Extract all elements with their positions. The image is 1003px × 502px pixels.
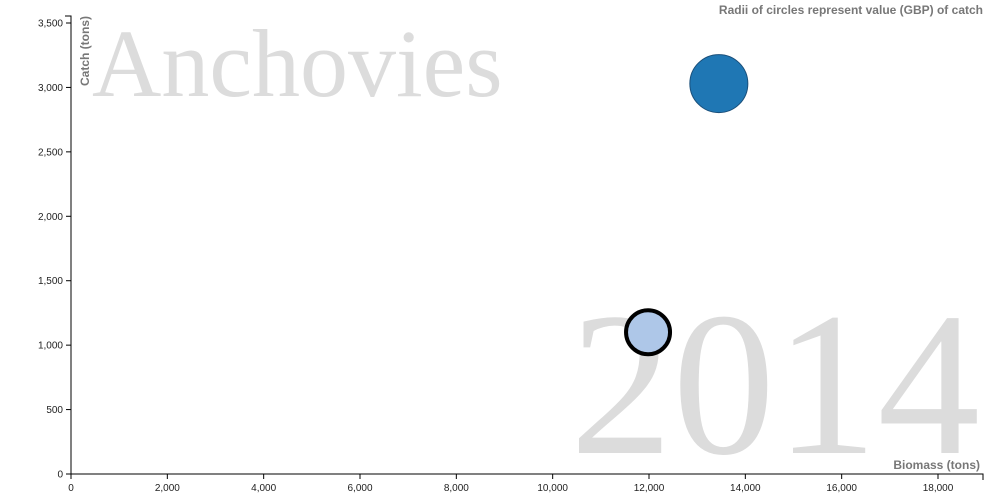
- x-tick-label: 0: [68, 483, 74, 494]
- y-tick-label: 2,500: [38, 147, 63, 158]
- x-tick-label: 18,000: [923, 483, 954, 494]
- x-tick-label: 6,000: [347, 483, 372, 494]
- x-tick-label: 10,000: [537, 483, 568, 494]
- x-tick-label: 14,000: [730, 483, 761, 494]
- x-tick-label: 2,000: [155, 483, 180, 494]
- x-tick-label: 16,000: [826, 483, 857, 494]
- species-watermark: Anchovies: [92, 10, 503, 117]
- y-tick-label: 0: [57, 470, 63, 481]
- x-axis: 0 2,000 4,000 6,000 8,000 10,000 12,000 14,000 1…: [68, 473, 984, 494]
- y-tick-label: 2,000: [38, 212, 63, 223]
- data-points: [624, 54, 749, 357]
- y-tick-label: 3,000: [38, 83, 63, 94]
- y-tick-label: 1,000: [38, 341, 63, 352]
- x-tick-label: 4,000: [251, 483, 276, 494]
- x-axis-title: Biomass (tons): [893, 458, 980, 472]
- y-axis-line: [65, 15, 72, 474]
- data-point-highlighted: [624, 308, 673, 357]
- x-tick-label: 12,000: [634, 483, 665, 494]
- x-axis-line: [71, 473, 984, 480]
- x-tick-label: 8,000: [444, 483, 469, 494]
- y-axis-title: Catch (tons): [78, 16, 92, 86]
- y-tick-label: 500: [46, 405, 63, 416]
- data-point: [689, 54, 749, 114]
- year-watermark: 2014: [570, 271, 980, 498]
- y-tick-label: 1,500: [38, 276, 63, 287]
- y-axis: 0 500 1,000 1,500 2,000 2,500 3,000 3,500: [38, 15, 72, 481]
- y-tick-label: 3,500: [38, 19, 63, 30]
- radius-note: Radii of circles represent value (GBP) o…: [719, 3, 983, 17]
